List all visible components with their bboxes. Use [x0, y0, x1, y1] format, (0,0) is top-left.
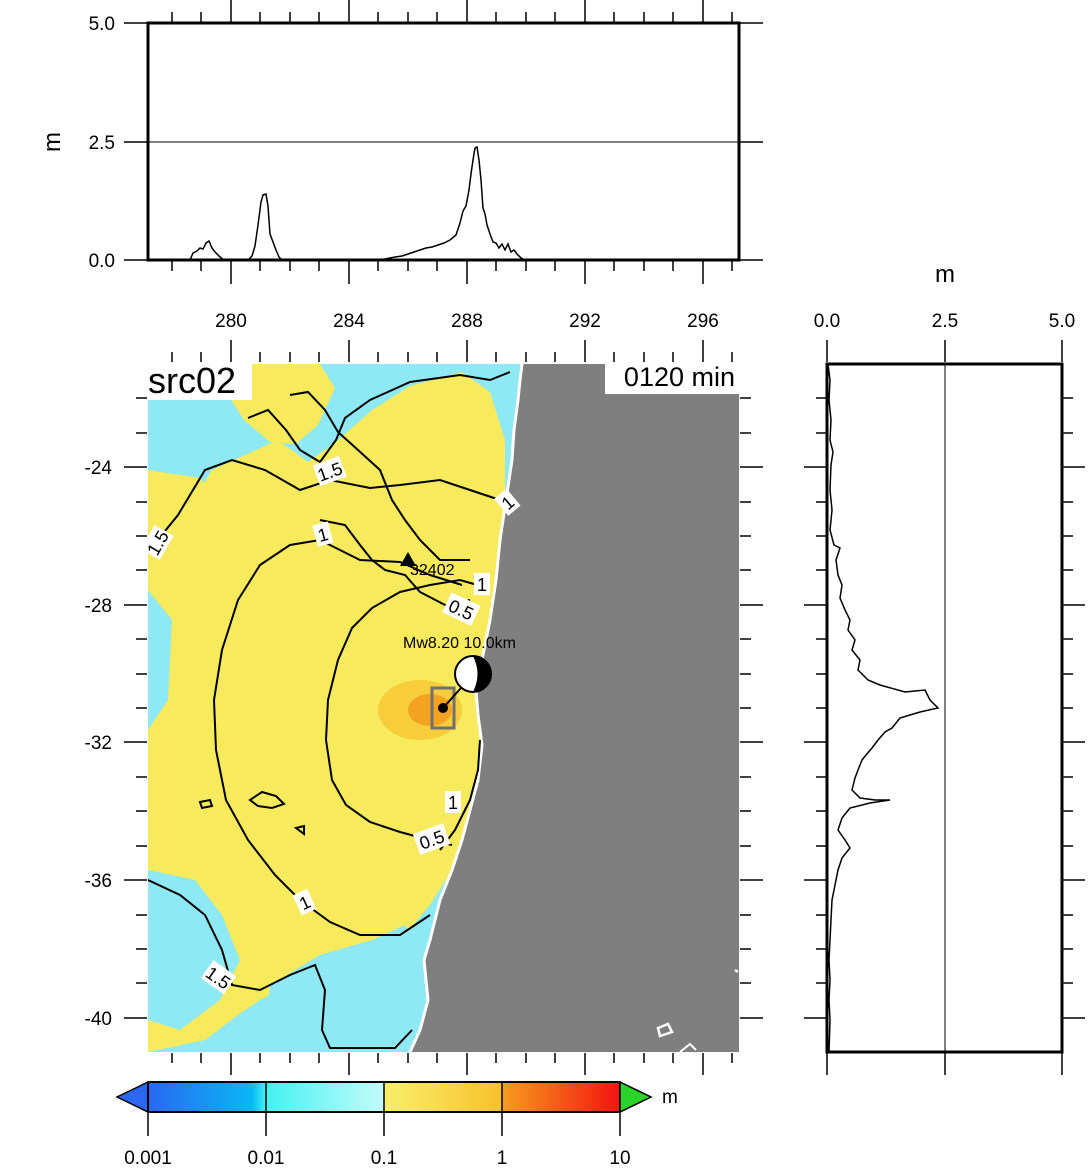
station-label: 32402 — [410, 562, 455, 579]
inland-lake — [656, 968, 739, 1038]
event-label: Mw8.20 10.0km — [403, 635, 516, 652]
yellow-region-north — [225, 364, 335, 444]
side-xtick-1: 2.5 — [932, 311, 958, 332]
colorbar-high-arrow — [619, 1080, 653, 1114]
side-profile-ticks — [804, 340, 1085, 1075]
contour-label-3: 1 — [477, 575, 487, 595]
side-xlabel: m — [935, 261, 955, 288]
contour-fragment-bay — [319, 519, 471, 607]
contour-label-group: 1.5 1.5 1 1 0.5 1 0.5 1 1.5 1 — [140, 455, 521, 995]
contour-fragment-se — [439, 739, 481, 851]
contour-label-2: 1 — [316, 524, 331, 546]
yellow-region-west — [148, 470, 230, 575]
colorbar-low-arrow — [115, 1080, 149, 1114]
top-ytick-0: 5.0 — [89, 14, 115, 35]
map-ticks — [124, 340, 763, 1075]
top-profile-ticks — [124, 0, 763, 284]
colorbar-unit: m — [662, 1087, 678, 1108]
lat-tick-4: -40 — [85, 1009, 112, 1030]
lon-tick-3: 292 — [569, 311, 601, 332]
side-xtick-0: 0.0 — [814, 311, 840, 332]
lat-tick-1: -28 — [85, 596, 112, 617]
focal-mechanism-beachball — [454, 655, 492, 693]
top-ytick-1: 2.5 — [89, 133, 115, 154]
contour-1-5-south — [148, 879, 413, 1049]
top-profile-curve — [148, 145, 739, 261]
side-profile-curve — [827, 363, 940, 1053]
time-label: 0120 min — [624, 362, 735, 392]
contour-label-7: 1 — [448, 793, 458, 813]
contour-fragments-north — [247, 371, 511, 464]
contour-1-5-north — [148, 458, 501, 553]
colorbar-tick-2: 0.1 — [371, 1148, 397, 1169]
contour-islands — [198, 790, 305, 836]
lat-tick-0: -24 — [85, 458, 113, 479]
colorbar-tick-3: 1 — [497, 1148, 508, 1169]
lon-tick-0: 280 — [215, 311, 247, 332]
colorbar-ticks — [147, 1082, 621, 1136]
time-box — [605, 364, 739, 394]
map-title: src02 — [148, 360, 236, 401]
lon-tick-2: 288 — [451, 311, 483, 332]
land-region — [410, 364, 739, 1052]
cyan-patch-west — [148, 590, 172, 730]
lat-tick-labels: -24 -28 -32 -36 -40 — [85, 458, 113, 1030]
inland-river — [679, 1042, 697, 1052]
contour-fragment-ne — [289, 390, 470, 561]
orange-glow-inner — [408, 694, 452, 726]
colorbar-tick-0: 0.001 — [124, 1148, 172, 1169]
lon-tick-labels: 280 284 288 292 296 — [215, 311, 719, 332]
top-profile-panel: 5.0 2.5 0.0 m — [39, 0, 763, 284]
colorbar-tick-4: 10 — [609, 1148, 630, 1169]
lat-tick-2: -32 — [85, 733, 112, 754]
contour-lines — [148, 371, 511, 1049]
colorbar: m 0.001 0.01 0.1 1 10 — [115, 1080, 678, 1169]
lon-tick-1: 284 — [333, 311, 365, 332]
station-triangle-marker — [400, 552, 416, 566]
lat-tick-3: -36 — [85, 871, 112, 892]
epicenter-marker — [438, 703, 448, 713]
map-field — [148, 364, 739, 1052]
side-profile-panel: m 0.0 2.5 5.0 — [804, 261, 1085, 1075]
colorbar-tick-1: 0.01 — [248, 1148, 285, 1169]
top-ylabel: m — [39, 132, 66, 152]
contour-1 — [212, 538, 463, 936]
side-xtick-2: 5.0 — [1049, 311, 1075, 332]
coastline — [408, 364, 524, 1052]
title-box — [144, 364, 252, 400]
lon-tick-4: 296 — [687, 311, 719, 332]
top-ytick-2: 0.0 — [89, 251, 115, 272]
cyan-patch-sw — [148, 870, 240, 1030]
contour-0-5 — [324, 578, 489, 846]
map-panel: 1.5 1.5 1 1 0.5 1 0.5 1 1.5 1 32402 Mw8.… — [85, 340, 763, 1075]
source-fault-rectangle — [430, 686, 456, 730]
cyan-patch-south — [265, 925, 425, 1052]
